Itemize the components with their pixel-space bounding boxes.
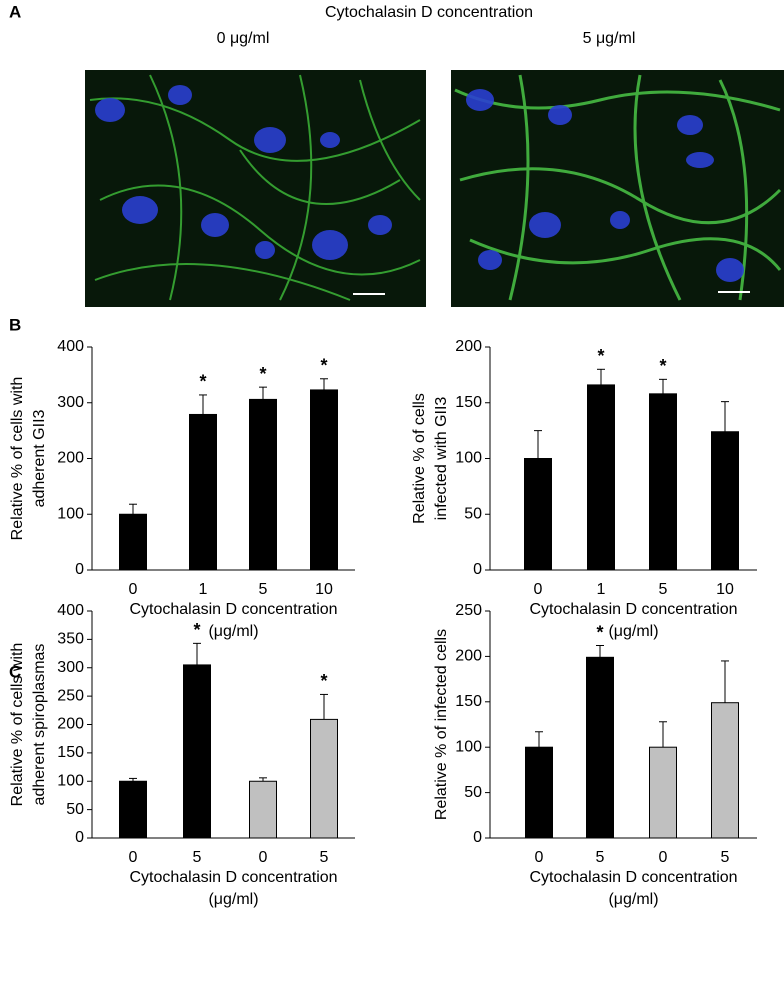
x-tick-label: 5 [721, 849, 730, 866]
x-axis-label: (μg/ml) [608, 891, 658, 908]
bar [183, 664, 211, 839]
x-axis-label: Cytochalasin D concentration [529, 601, 737, 618]
y-tick-label: 150 [455, 693, 482, 710]
x-tick-label: 10 [315, 581, 333, 598]
significance-star: * [259, 364, 266, 384]
bar [310, 389, 338, 571]
bar [711, 431, 739, 571]
x-tick-label: 0 [659, 849, 668, 866]
x-tick-label: 5 [659, 581, 668, 598]
micrograph [85, 70, 426, 307]
y-tick-label: 100 [455, 738, 482, 755]
y-axis-label: adherent spiroplasmas [31, 644, 48, 806]
bar [586, 656, 614, 839]
x-axis-label: Cytochalasin D concentration [529, 869, 737, 886]
x-tick-label: 0 [535, 849, 544, 866]
bar [310, 718, 338, 839]
bar [649, 746, 677, 839]
x-tick-label: 0 [534, 581, 543, 598]
x-tick-label: 5 [320, 849, 329, 866]
x-tick-label: 5 [596, 849, 605, 866]
significance-star: * [320, 671, 327, 691]
y-tick-label: 400 [57, 338, 84, 355]
x-tick-label: 1 [199, 581, 208, 598]
y-axis-label: Relative % of cells with [9, 643, 26, 807]
y-axis-label: infected with GII3 [433, 397, 450, 521]
bar [587, 384, 615, 571]
x-tick-label: 1 [597, 581, 606, 598]
bar [119, 513, 147, 571]
y-tick-label: 250 [455, 602, 482, 619]
bar [189, 413, 217, 571]
x-axis-label: (μg/ml) [208, 623, 258, 640]
y-tick-label: 0 [473, 561, 482, 578]
y-tick-label: 200 [455, 648, 482, 665]
x-axis-label: (μg/ml) [608, 623, 658, 640]
significance-star: * [199, 372, 206, 392]
x-tick-label: 5 [193, 849, 202, 866]
significance-star: * [659, 356, 666, 376]
x-axis-label: Cytochalasin D concentration [129, 869, 337, 886]
significance-star: * [596, 622, 603, 642]
x-axis-label: (μg/ml) [208, 891, 258, 908]
figure-title: Cytochalasin D concentration [325, 4, 533, 21]
y-tick-label: 200 [57, 716, 84, 733]
y-tick-label: 150 [57, 744, 84, 761]
y-tick-label: 0 [473, 829, 482, 846]
y-tick-label: 300 [57, 659, 84, 676]
y-tick-label: 100 [57, 772, 84, 789]
x-axis-label: Cytochalasin D concentration [129, 601, 337, 618]
bar [249, 780, 277, 839]
bar [525, 746, 553, 839]
y-axis-label: Relative % of infected cells [433, 629, 450, 820]
image-label: 5 μg/ml [583, 30, 636, 47]
bar [649, 393, 677, 571]
panel-label: C [9, 662, 21, 681]
y-tick-label: 350 [57, 631, 84, 648]
y-tick-label: 50 [66, 801, 84, 818]
y-tick-label: 100 [455, 450, 482, 467]
x-tick-label: 0 [129, 849, 138, 866]
bar [119, 780, 147, 839]
panel-label: B [9, 315, 21, 334]
y-tick-label: 300 [57, 394, 84, 411]
x-tick-label: 0 [129, 581, 138, 598]
bar [524, 458, 552, 571]
y-tick-label: 400 [57, 602, 84, 619]
x-tick-label: 5 [259, 581, 268, 598]
y-tick-label: 250 [57, 687, 84, 704]
y-tick-label: 0 [75, 561, 84, 578]
bar [711, 702, 739, 839]
bar [249, 398, 277, 571]
y-tick-label: 200 [57, 450, 84, 467]
y-axis-label: adherent GII3 [31, 409, 48, 507]
image-label: 0 μg/ml [217, 30, 270, 47]
y-tick-label: 50 [464, 505, 482, 522]
significance-star: * [320, 356, 327, 376]
y-tick-label: 150 [455, 394, 482, 411]
y-tick-label: 200 [455, 338, 482, 355]
y-axis-label: Relative % of cells with [9, 377, 26, 541]
y-tick-label: 0 [75, 829, 84, 846]
y-tick-label: 50 [464, 784, 482, 801]
significance-star: * [597, 346, 604, 366]
panel-label: A [9, 2, 21, 21]
y-tick-label: 100 [57, 505, 84, 522]
x-tick-label: 10 [716, 581, 734, 598]
significance-star: * [193, 620, 200, 640]
y-axis-label: Relative % of cells [411, 393, 428, 524]
micrograph [451, 70, 784, 307]
x-tick-label: 0 [259, 849, 268, 866]
